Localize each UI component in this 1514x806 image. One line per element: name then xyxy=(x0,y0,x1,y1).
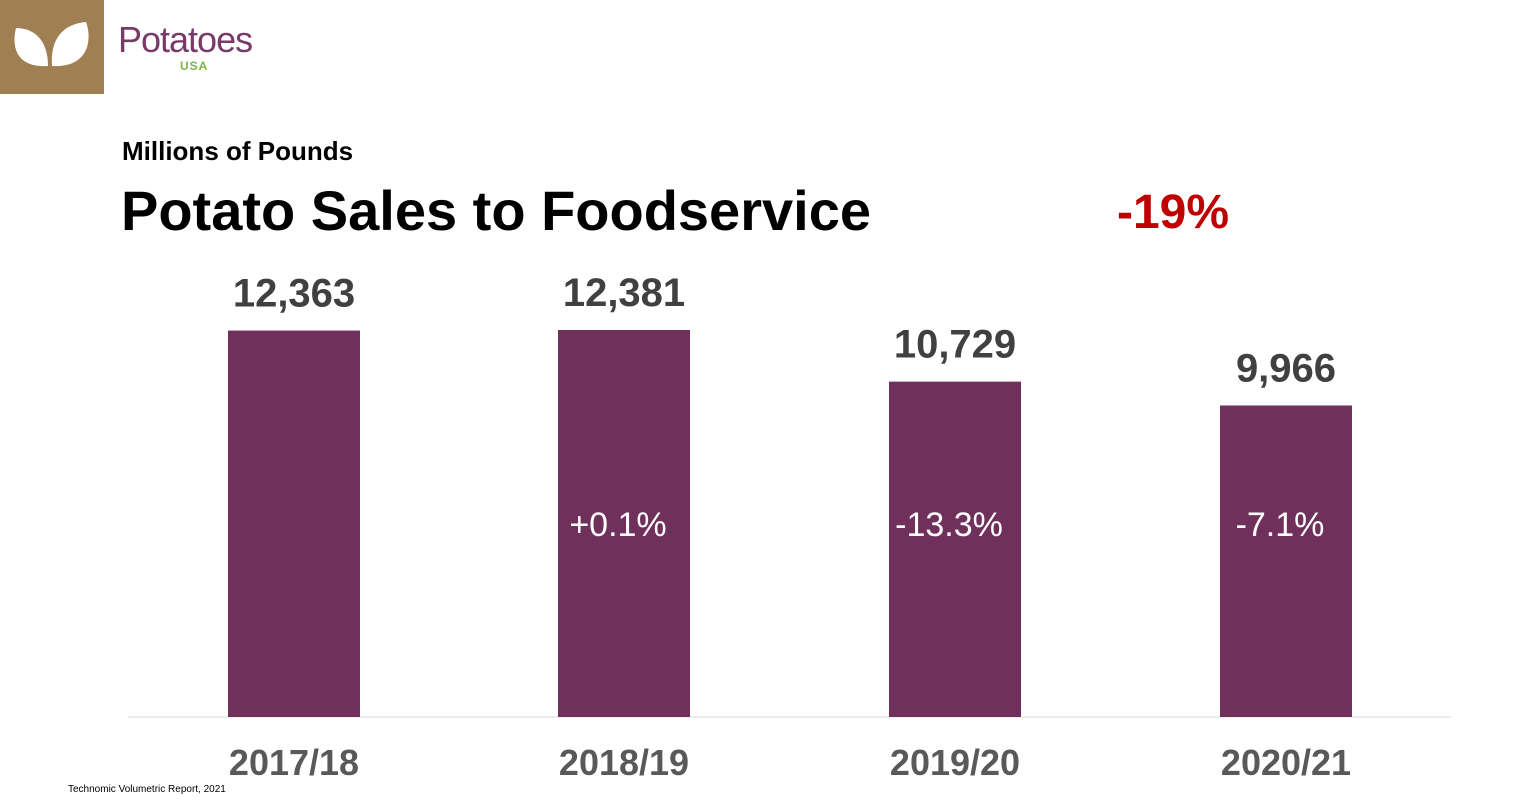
chart-subtitle: Millions of Pounds xyxy=(122,136,354,166)
data-label: 12,381 xyxy=(563,271,685,315)
x-tick-label: 2019/20 xyxy=(890,742,1020,783)
chart-title: Potato Sales to Foodservice xyxy=(121,179,871,242)
total-change-label: -19% xyxy=(1117,186,1230,239)
bar xyxy=(558,330,690,717)
change-label: +0.1% xyxy=(569,506,666,544)
change-label: -13.3% xyxy=(895,506,1003,544)
brand-name: Potatoes xyxy=(118,19,253,60)
change-label: -7.1% xyxy=(1236,506,1325,544)
brand-logo: Potatoes USA xyxy=(118,20,253,76)
brand-sub: USA xyxy=(180,59,209,73)
data-label: 12,363 xyxy=(233,272,355,316)
data-label: 10,729 xyxy=(894,323,1016,367)
bar xyxy=(1220,405,1352,717)
data-label: 9,966 xyxy=(1236,346,1336,390)
bar xyxy=(889,381,1021,717)
bar xyxy=(228,330,360,717)
leaves-logo-icon xyxy=(14,22,89,67)
x-tick-label: 2018/19 xyxy=(559,742,689,783)
x-tick-label: 2020/21 xyxy=(1221,742,1351,783)
source-note: Technomic Volumetric Report, 2021 xyxy=(68,784,226,795)
logo-block xyxy=(0,0,104,94)
x-tick-label: 2017/18 xyxy=(229,742,359,783)
